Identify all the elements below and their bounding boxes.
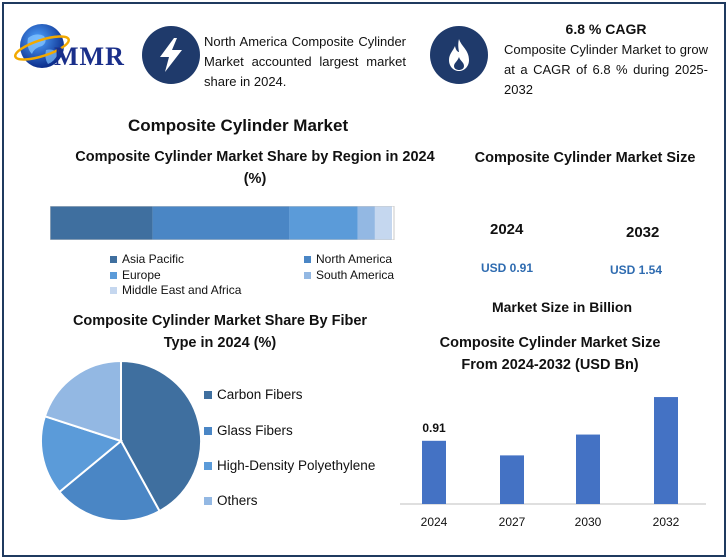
- bar-2032: [654, 397, 678, 504]
- legend-swatch: [204, 461, 212, 470]
- bar-2024: [422, 440, 446, 504]
- region-segment-south-america: [357, 206, 375, 240]
- x-tick-label: 2027: [499, 515, 526, 529]
- fiber-legend-item: High-Density Polyethylene: [204, 458, 375, 473]
- legend-label: Middle East and Africa: [122, 283, 242, 297]
- legend-swatch: [304, 255, 311, 263]
- mmr-logo: MMR: [14, 18, 134, 78]
- legend-label: Glass Fibers: [217, 423, 293, 438]
- bar-2030: [576, 434, 600, 504]
- region-legend-item: Asia Pacific: [110, 252, 184, 266]
- region-legend-item: Middle East and Africa: [110, 283, 241, 297]
- legend-label: Others: [217, 493, 258, 508]
- pie-slice-carbon-fibers: [120, 359, 202, 513]
- legend-label: High-Density Polyethylene: [217, 458, 376, 473]
- lightning-bolt-icon: [142, 26, 200, 84]
- globe-icon: [14, 24, 70, 68]
- region-bar-outline: [50, 206, 395, 240]
- fiber-legend-item: Others: [204, 493, 258, 508]
- region-segment-middle-east-and-africa: [374, 206, 392, 240]
- region-chart-title: Composite Cylinder Market Share by Regio…: [75, 149, 435, 187]
- year-2032-label: 2032: [626, 224, 660, 241]
- region-segment-europe: [289, 206, 358, 240]
- legend-swatch: [304, 271, 311, 279]
- fiber-chart-title: Composite Cylinder Market Share By Fiber…: [72, 313, 368, 351]
- legend-swatch: [204, 496, 212, 505]
- legend-swatch: [110, 271, 117, 279]
- region-segment-asia-pacific: [50, 206, 153, 240]
- cagr-heading: 6.8 % CAGR: [565, 21, 647, 37]
- legend-label: Asia Pacific: [122, 252, 185, 266]
- legend-label: Carbon Fibers: [217, 387, 303, 402]
- flame-icon: [430, 26, 488, 84]
- size-chart-title: Composite Cylinder Market Size From 2024…: [439, 335, 661, 373]
- legend-swatch: [110, 255, 117, 263]
- year-2024-label: 2024: [490, 221, 524, 238]
- region-legend-item: South America: [304, 268, 394, 282]
- legend-label: Europe: [122, 268, 161, 282]
- logo-text: MMR: [54, 42, 125, 71]
- region-segment-north-america: [152, 206, 290, 240]
- bar-2027: [500, 455, 524, 504]
- info-left-text: North America Composite Cylinder Market …: [204, 34, 406, 89]
- fiber-pie-chart: [40, 359, 202, 522]
- pie-slice-glass-fibers: [57, 439, 161, 522]
- fiber-legend-item: Carbon Fibers: [204, 387, 303, 402]
- region-legend-item: Europe: [110, 268, 161, 282]
- legend-label: North America: [316, 252, 393, 266]
- info-right-text: Composite Cylinder Market to grow at a C…: [504, 42, 708, 97]
- bar-data-label: 0.91: [422, 421, 446, 435]
- market-size-title: Composite Cylinder Market Size: [474, 150, 696, 166]
- fiber-legend-item: Glass Fibers: [204, 423, 293, 438]
- region-legend-item: North America: [304, 252, 392, 266]
- usd-2032-value: USD 1.54: [610, 263, 663, 277]
- legend-swatch: [110, 286, 117, 294]
- region-stacked-bar: [50, 206, 395, 240]
- legend-swatch: [204, 390, 212, 399]
- legend-swatch: [204, 426, 212, 435]
- x-tick-label: 2030: [575, 515, 602, 529]
- main-title: Composite Cylinder Market: [128, 116, 349, 135]
- unit-note: Market Size in Billion: [491, 299, 633, 315]
- usd-2024-value: USD 0.91: [481, 261, 534, 275]
- x-tick-label: 2024: [421, 515, 448, 529]
- pie-slice-others: [43, 359, 122, 443]
- x-tick-label: 2032: [653, 515, 680, 529]
- legend-label: South America: [316, 268, 395, 282]
